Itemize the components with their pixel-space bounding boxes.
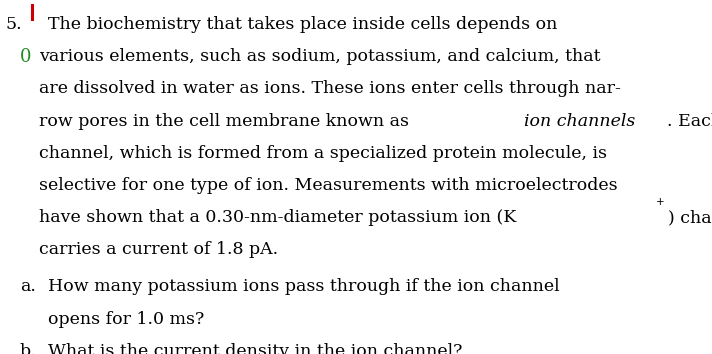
Text: What is the current density in the ion channel?: What is the current density in the ion c… [48, 343, 463, 354]
Text: are dissolved in water as ions. These ions enter cells through nar-: are dissolved in water as ions. These io… [39, 80, 621, 97]
Text: ) channel: ) channel [668, 209, 712, 226]
Text: channel, which is formed from a specialized protein molecule, is: channel, which is formed from a speciali… [39, 145, 607, 162]
Text: selective for one type of ion. Measurements with microelectrodes: selective for one type of ion. Measureme… [39, 177, 618, 194]
Text: The biochemistry that takes place inside cells depends on: The biochemistry that takes place inside… [48, 16, 557, 33]
Text: How many potassium ions pass through if the ion channel: How many potassium ions pass through if … [48, 279, 560, 296]
Text: . Each ion: . Each ion [667, 113, 712, 130]
Text: ion channels: ion channels [524, 113, 635, 130]
Text: b.: b. [20, 343, 36, 354]
Text: various elements, such as sodium, potassium, and calcium, that: various elements, such as sodium, potass… [39, 48, 601, 65]
Text: have shown that a 0.30-nm-diameter potassium ion (K: have shown that a 0.30-nm-diameter potas… [39, 209, 516, 226]
Text: row pores in the cell membrane known as: row pores in the cell membrane known as [39, 113, 414, 130]
Text: 5.: 5. [6, 16, 22, 33]
Text: a.: a. [20, 279, 36, 296]
Text: 0: 0 [20, 48, 31, 66]
Text: $^{+}$: $^{+}$ [655, 198, 665, 212]
Text: carries a current of 1.8 pA.: carries a current of 1.8 pA. [39, 241, 278, 258]
Text: opens for 1.0 ms?: opens for 1.0 ms? [48, 311, 204, 328]
